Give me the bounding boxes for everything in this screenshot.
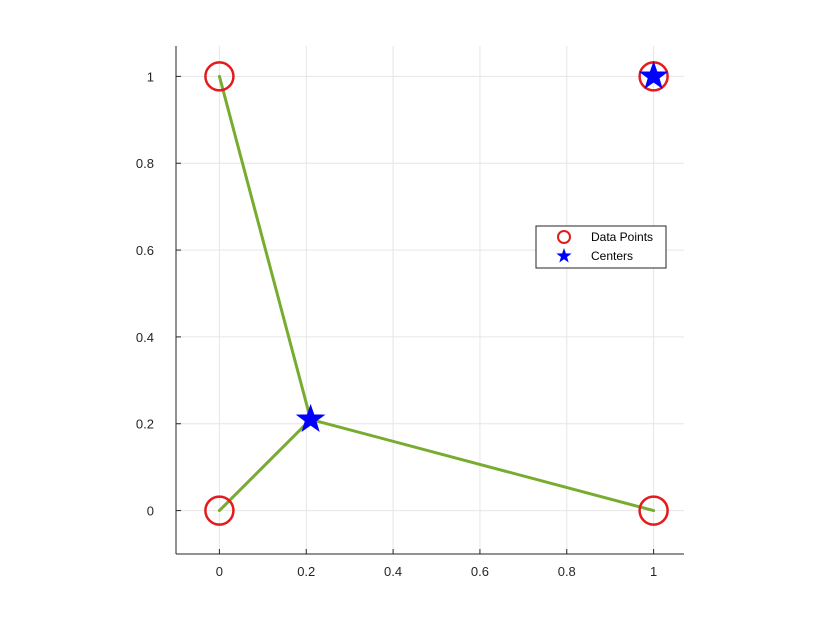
center-star-marker [295, 403, 326, 432]
connection-line-2 [309, 417, 656, 513]
legend-label: Data Points [591, 230, 653, 244]
connection-line-1 [217, 417, 313, 513]
data-point-marker [204, 61, 235, 92]
y-tick-label: 0 [147, 504, 154, 519]
legend-box [535, 225, 667, 269]
tick-labels: 0 0.2 0.4 0.6 0.8 1 0 0.2 0.4 0.6 0.8 1 [136, 69, 657, 579]
x-tick-label: 0.8 [558, 564, 576, 579]
connection-lines [217, 74, 656, 513]
x-tick-label: 0 [216, 564, 223, 579]
legend-label: Centers [591, 249, 633, 263]
x-tick-label: 0.6 [471, 564, 489, 579]
data-point-marker [638, 495, 669, 526]
data-markers [204, 60, 669, 526]
y-tick-label: 0.6 [136, 243, 154, 258]
x-tick-label: 1 [650, 564, 657, 579]
legend-circle-icon [557, 230, 571, 244]
x-tick-label: 0.2 [297, 564, 315, 579]
y-tick-label: 1 [147, 69, 154, 84]
y-tick-label: 0.8 [136, 156, 154, 171]
y-tick-label: 0.4 [136, 330, 154, 345]
data-point-marker [204, 495, 235, 526]
y-tick-label: 0.2 [136, 417, 154, 432]
x-tick-label: 0.4 [384, 564, 402, 579]
connection-line-0 [217, 74, 313, 421]
center-star-marker [638, 60, 669, 89]
legend: Data Points Centers [535, 225, 667, 269]
axes [175, 46, 684, 555]
legend-star-icon [556, 248, 572, 263]
